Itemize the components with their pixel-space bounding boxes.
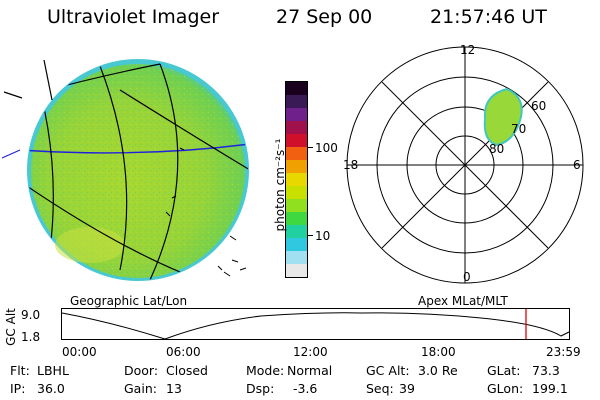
door-value: Closed: [166, 363, 208, 378]
flt-value: LBHL: [37, 363, 69, 378]
dsp-label: Dsp:: [246, 381, 275, 396]
colorbar-band: [286, 82, 307, 95]
polar-plot: 12 0 18 6 60 70 80: [343, 44, 584, 284]
colorbar-unit-label: photon cm⁻²s⁻¹: [273, 138, 287, 232]
colorbar-tick: [308, 235, 313, 236]
strip-x-tick: 06:00: [166, 345, 201, 359]
seq-label: Seq:: [366, 381, 394, 396]
mode-value: Normal: [287, 363, 333, 378]
colorbar-tick-label: 100: [315, 141, 338, 155]
ip-value: 36.0: [37, 381, 65, 396]
date-label: 27 Sep 00: [276, 6, 373, 28]
coastline: [217, 235, 247, 277]
grid-line: [149, 63, 179, 280]
strip-x-tick: 00:00: [62, 345, 97, 359]
colorbar-band: [286, 108, 307, 121]
colorbar-tick: [308, 147, 313, 148]
strip-axis-title: GC Alt: [4, 308, 18, 346]
geographic-caption: Geographic Lat/Lon: [70, 294, 188, 308]
colorbar-band: [286, 186, 307, 199]
colorbar-band: [286, 251, 307, 264]
gcalt-label: GC Alt:: [366, 363, 410, 378]
flt-label: Flt:: [10, 363, 30, 378]
strip-y-tick: 1.8: [21, 330, 41, 344]
colorbar-band: [286, 121, 307, 134]
grid-line: [119, 89, 248, 171]
glon-label: GLon:: [487, 381, 524, 396]
strip-y-tick: 9.0: [21, 308, 41, 322]
glat-value: 73.3: [532, 363, 560, 378]
hour-label-6: 6: [573, 158, 581, 172]
coastline: [165, 147, 185, 217]
speckle-texture: [31, 64, 245, 278]
lat-label-70: 70: [511, 122, 526, 136]
colorbar-band: [286, 147, 307, 160]
colorbar: [285, 81, 308, 278]
colorbar-band: [286, 264, 307, 277]
strip-x-tick: 23:59: [546, 345, 581, 359]
lat-label-80: 80: [489, 142, 504, 156]
grid-line: [43, 59, 53, 101]
uv-image-panel: [1, 59, 249, 281]
gain-value: 13: [166, 381, 182, 396]
ip-label: IP:: [10, 381, 26, 396]
glat-label: GLat:: [487, 363, 521, 378]
time-label: 21:57:46 UT: [430, 6, 547, 28]
dsp-value: -3.6: [293, 381, 318, 396]
lat-label-60: 60: [531, 99, 546, 113]
instrument-title: Ultraviolet Imager: [47, 6, 220, 28]
colorbar-band: [286, 134, 307, 147]
apex-caption: Apex MLat/MLT: [418, 294, 508, 308]
hour-label-18: 18: [343, 158, 358, 172]
door-label: Door:: [124, 363, 159, 378]
colorbar-band: [286, 95, 307, 108]
auroral-oval: [483, 87, 523, 147]
colorbar-tick-label: 10: [315, 229, 331, 243]
colorbar-band: [286, 225, 307, 238]
colorbar-band: [286, 238, 307, 251]
colorbar-band: [286, 160, 307, 173]
strip-x-tick: 18:00: [421, 345, 456, 359]
gain-label: Gain:: [124, 381, 157, 396]
seq-value: 39: [399, 381, 415, 396]
altitude-strip: [61, 308, 570, 340]
colorbar-band: [286, 212, 307, 225]
colorbar-band: [286, 173, 307, 186]
gcalt-value: 3.0 Re: [418, 363, 458, 378]
hour-label-12: 12: [460, 44, 475, 57]
grid-line: [3, 91, 23, 99]
glon-value: 199.1: [532, 381, 568, 396]
grid-line: [1, 149, 21, 159]
mode-label: Mode:: [246, 363, 285, 378]
bright-patch: [55, 227, 125, 263]
hour-label-0: 0: [463, 270, 471, 284]
colorbar-band: [286, 199, 307, 212]
strip-x-tick: 12:00: [293, 345, 328, 359]
grid-line: [28, 143, 248, 154]
altitude-curve: [61, 312, 570, 340]
